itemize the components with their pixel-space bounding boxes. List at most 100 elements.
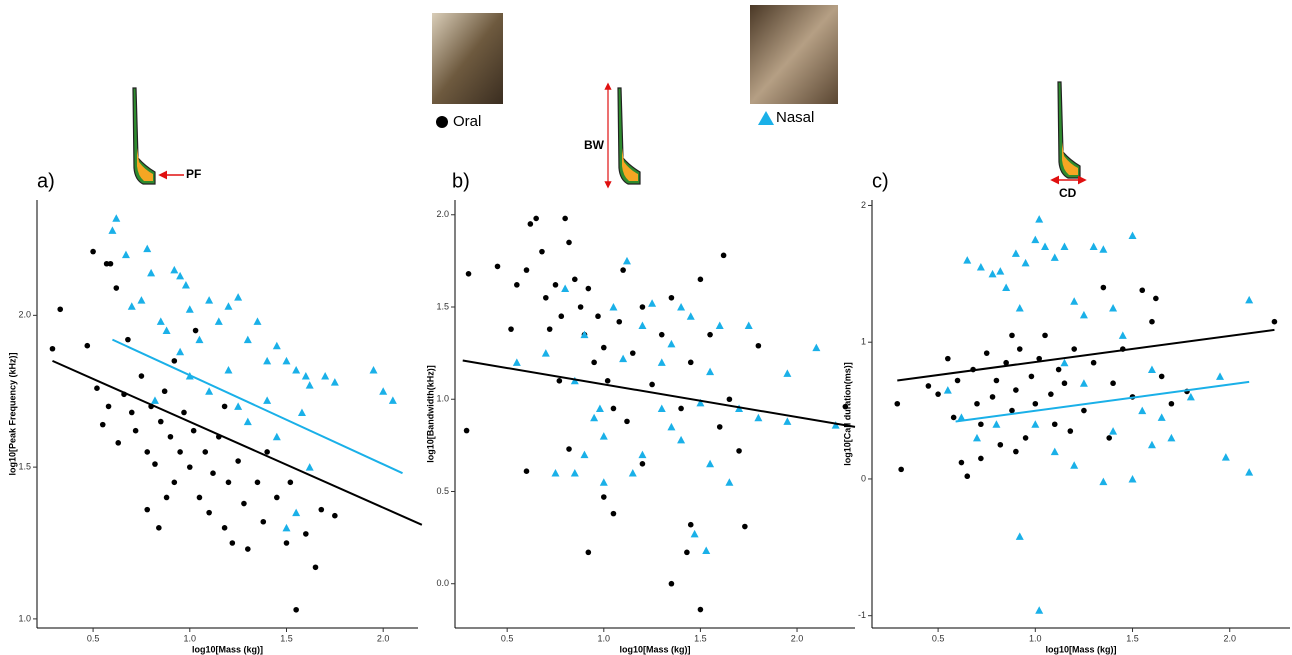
oral-point bbox=[125, 336, 131, 343]
nasal-point bbox=[976, 263, 985, 271]
nasal-point bbox=[783, 417, 792, 425]
oral-point bbox=[49, 345, 56, 352]
nasal-point bbox=[690, 529, 699, 538]
oral-point bbox=[978, 421, 984, 428]
oral-point bbox=[235, 458, 241, 464]
nasal-point bbox=[147, 268, 156, 277]
oral-point bbox=[974, 400, 980, 407]
x-tick-label: 0.5 bbox=[932, 633, 945, 643]
nasal-point bbox=[972, 433, 981, 442]
nasal-point bbox=[744, 321, 753, 329]
oral-point bbox=[523, 468, 530, 474]
oral-point bbox=[978, 455, 984, 462]
oral-point bbox=[144, 506, 151, 513]
nasal-point bbox=[1245, 295, 1254, 304]
oral-point bbox=[1153, 295, 1159, 302]
oral-point bbox=[668, 294, 675, 301]
oral-point bbox=[566, 239, 572, 246]
panel-label: a) bbox=[37, 170, 55, 192]
nasal-point bbox=[638, 450, 647, 459]
nasal-point bbox=[143, 244, 152, 253]
nasal-point bbox=[181, 280, 190, 289]
oral-point bbox=[202, 449, 209, 455]
nasal-point bbox=[1035, 215, 1044, 223]
nasal-point bbox=[234, 293, 243, 301]
annotation: CD bbox=[1059, 186, 1077, 200]
oral-point bbox=[156, 525, 162, 531]
oral-point bbox=[241, 500, 247, 507]
nasal-point bbox=[996, 267, 1005, 275]
oral-point bbox=[1032, 400, 1039, 407]
nasal-point bbox=[657, 358, 666, 366]
nasal-point bbox=[263, 356, 272, 365]
oral-point bbox=[543, 294, 549, 301]
y-tick-label: 1.0 bbox=[18, 613, 31, 623]
nasal-point bbox=[224, 302, 233, 310]
nasal-point bbox=[282, 356, 291, 365]
oral-point bbox=[1042, 332, 1048, 339]
nasal-point bbox=[595, 404, 604, 412]
x-tick-label: 1.0 bbox=[598, 633, 611, 643]
nasal-point bbox=[195, 335, 204, 344]
nasal-point bbox=[648, 299, 657, 307]
spectrogram-icon bbox=[1057, 81, 1081, 179]
x-tick-label: 2.0 bbox=[791, 633, 804, 643]
nasal-point bbox=[1015, 304, 1024, 312]
oral-point bbox=[206, 509, 212, 516]
nasal-point bbox=[1079, 379, 1088, 387]
nasal-point bbox=[677, 435, 686, 444]
nasal-point bbox=[1109, 427, 1118, 435]
oral-point bbox=[84, 342, 91, 349]
nasal-point bbox=[1216, 372, 1225, 380]
x-axis-title: log10[Mass (kg)] bbox=[619, 644, 690, 654]
oral-point bbox=[566, 446, 572, 452]
oral-point bbox=[1009, 407, 1015, 414]
nasal-point bbox=[619, 354, 628, 363]
nasal-point bbox=[702, 546, 711, 555]
y-tick-label: 1.0 bbox=[436, 394, 449, 404]
oral-point bbox=[113, 285, 120, 291]
nasal-point bbox=[170, 265, 179, 274]
oral-point bbox=[167, 433, 174, 440]
oral-point bbox=[684, 549, 690, 556]
oral-point bbox=[604, 377, 611, 384]
oral-point bbox=[312, 564, 319, 571]
x-tick-label: 0.5 bbox=[87, 633, 100, 643]
regression-line bbox=[462, 359, 856, 428]
nasal-point bbox=[988, 269, 997, 278]
oral-point bbox=[57, 306, 64, 313]
panel-label: b) bbox=[452, 170, 470, 192]
oral-point bbox=[1106, 435, 1112, 441]
oral-point bbox=[591, 359, 597, 366]
oral-point bbox=[620, 267, 626, 273]
nasal-point bbox=[292, 365, 301, 374]
nasal-point bbox=[1147, 365, 1156, 374]
nasal-point bbox=[185, 305, 194, 313]
oral-point bbox=[1158, 373, 1165, 380]
y-tick-label: 2.0 bbox=[436, 209, 449, 219]
oral-point bbox=[1022, 435, 1029, 441]
oral-point bbox=[726, 396, 733, 403]
nasal-point bbox=[112, 214, 121, 222]
regression-line bbox=[955, 380, 1250, 423]
oral-point bbox=[1051, 421, 1058, 428]
nasal-point bbox=[253, 317, 262, 325]
oral-point bbox=[556, 377, 563, 384]
nasal-point bbox=[1079, 310, 1088, 319]
nasal-point bbox=[379, 387, 388, 395]
oral-point bbox=[171, 358, 178, 364]
nasal-point bbox=[1157, 413, 1166, 421]
nasal-point bbox=[1060, 358, 1069, 367]
oral-point bbox=[585, 549, 592, 556]
oral-point bbox=[989, 394, 996, 400]
oral-point bbox=[163, 494, 170, 501]
nasal-point bbox=[1167, 433, 1176, 442]
oral-point bbox=[1149, 318, 1155, 325]
oral-point bbox=[225, 479, 232, 486]
nasal-point bbox=[224, 365, 233, 374]
oral-point bbox=[925, 383, 932, 389]
oral-point bbox=[138, 373, 145, 379]
x-tick-label: 1.5 bbox=[694, 633, 707, 643]
nasal-bat-photo bbox=[750, 5, 838, 104]
